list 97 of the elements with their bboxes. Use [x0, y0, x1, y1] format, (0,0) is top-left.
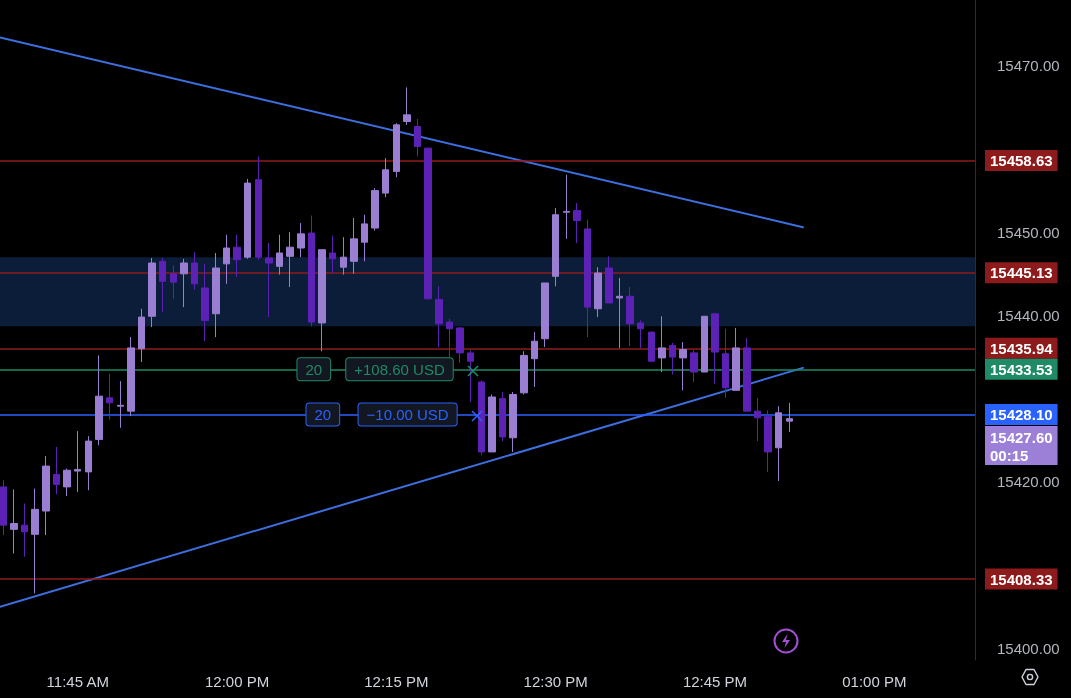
ref-line-label: 15428.10 [990, 405, 1053, 423]
x-tick-label: 11:45 AM [46, 673, 109, 690]
candlestick [403, 86, 411, 126]
y-tick-label: 15420.00 [997, 473, 1060, 491]
candlestick [127, 336, 135, 417]
y-tick-label: 15450.00 [997, 223, 1060, 241]
y-tick-label: 15470.00 [997, 57, 1060, 75]
candlestick [233, 234, 241, 278]
candlestick [170, 265, 177, 300]
x-tick-label: 12:00 PM [204, 673, 270, 690]
candlestick [531, 331, 538, 388]
candlestick [117, 380, 124, 429]
candlestick [435, 285, 443, 348]
x-tick-label: 12:30 PM [523, 673, 588, 690]
candlestick [138, 308, 145, 363]
candlestick [573, 202, 581, 244]
y-tick-label: 15440.00 [997, 306, 1060, 324]
candlestick [255, 155, 262, 261]
candlestick [648, 331, 655, 363]
candlestick [148, 257, 156, 328]
candlestick [722, 328, 729, 399]
candlestick [616, 277, 623, 349]
candlestick [393, 122, 400, 178]
candlestick [764, 409, 772, 473]
candlestick [563, 174, 570, 240]
y-tick-label: 15400.00 [997, 639, 1060, 657]
candlestick [265, 242, 273, 318]
candlestick [180, 258, 188, 308]
candlestick [318, 249, 326, 352]
candlestick [467, 349, 474, 403]
annotation: 20 [314, 405, 332, 423]
ref-line-label: 15435.94 [990, 339, 1054, 357]
candlestick [350, 217, 358, 275]
candlestick [21, 503, 28, 558]
candlestick [31, 488, 39, 594]
candlestick [201, 263, 209, 342]
candlestick [456, 326, 464, 364]
candlestick [191, 251, 198, 291]
candlestick [74, 430, 81, 493]
candlestick [371, 187, 379, 232]
candlestick [499, 391, 506, 442]
candlestick [340, 236, 347, 276]
candlestick [159, 257, 166, 313]
candlestick [754, 397, 761, 442]
ref-line-label: 15408.33 [990, 570, 1053, 588]
candlestick [446, 318, 453, 358]
candlestick [308, 215, 315, 327]
candlestick [775, 405, 782, 482]
candlestick [711, 312, 719, 385]
candlestick [0, 479, 7, 536]
candlestick [42, 455, 50, 536]
candlestick [63, 468, 71, 497]
candlestick [637, 319, 644, 349]
x-tick-label: 01:00 PM [842, 673, 907, 690]
candlestick [53, 446, 60, 495]
candlestick [732, 327, 740, 391]
x-tick-label: 12:15 PM [364, 673, 429, 690]
candlestick [478, 379, 485, 456]
candlestick [329, 235, 336, 274]
candlestick [541, 282, 549, 348]
candlestick [658, 315, 666, 373]
candlestick [584, 219, 591, 338]
candlestick [361, 214, 368, 262]
annotation: 20 [305, 360, 323, 378]
candlestick [382, 157, 389, 198]
candlestick [414, 118, 421, 157]
candlestick [424, 146, 432, 301]
ref-line-label: 15458.63 [990, 151, 1053, 169]
candlestick [276, 234, 283, 276]
candlestick [690, 349, 698, 383]
candlestick [85, 435, 92, 491]
candlestick [594, 266, 602, 318]
candlestick [520, 350, 528, 395]
candlestick [106, 373, 113, 420]
candlestick [509, 391, 517, 453]
candlestick [95, 354, 103, 446]
candlestick [488, 394, 496, 453]
candlestick [701, 315, 708, 373]
candlestick [743, 337, 751, 412]
annotation: −10.00 USD [366, 405, 449, 423]
candlestick [626, 286, 634, 347]
candlestick [552, 207, 559, 287]
text: 15427.60 00:15 [990, 428, 1053, 464]
candlestick [244, 178, 251, 260]
candlestick [286, 231, 294, 288]
x-tick-label: 12:45 PM [682, 673, 748, 690]
ref-line-label: 15445.13 [990, 264, 1053, 282]
candlestick [10, 488, 18, 554]
candlestick [669, 342, 676, 376]
candlestick [605, 255, 613, 304]
candlestick [297, 222, 305, 258]
candlestick [212, 252, 220, 338]
ref-line-label: 15433.53 [990, 360, 1053, 378]
candlestick [679, 341, 687, 391]
candlestick [786, 402, 793, 433]
candlestick [223, 234, 230, 285]
annotation: +108.60 USD [354, 360, 445, 378]
